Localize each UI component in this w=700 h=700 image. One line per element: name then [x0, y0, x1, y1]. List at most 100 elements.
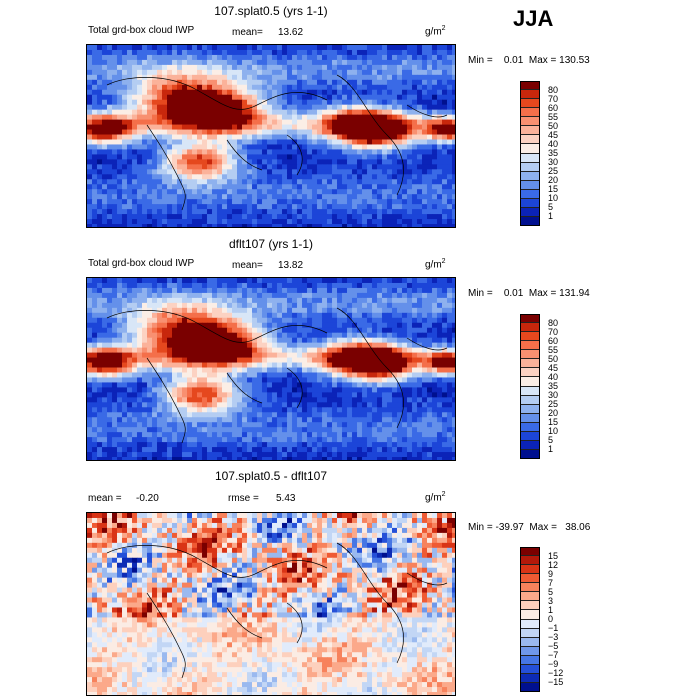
colorbar-tick-label: 3	[548, 595, 554, 606]
colorbar-cell	[520, 610, 540, 620]
colorbar-cell	[520, 619, 540, 629]
mean-label: mean=	[232, 27, 263, 38]
rmse-label: rmse =	[228, 493, 259, 504]
colorbar-tick-label: 40	[548, 371, 559, 382]
unit-text: g/m	[425, 26, 442, 38]
colorbar-cell	[520, 162, 540, 172]
colorbar-cell	[520, 556, 540, 566]
coastline	[106, 307, 448, 444]
colorbar-tick-label: 60	[548, 102, 559, 113]
map-field	[87, 278, 455, 460]
colorbar-tick-label: 20	[548, 175, 559, 186]
panel-model-a: 107.splat0.5 (yrs 1-1) Total grd-box clo…	[0, 0, 700, 233]
colorbar-cell	[520, 395, 540, 405]
colorbar-cell	[520, 153, 540, 163]
colorbar-cell	[520, 108, 540, 118]
field-label: Total grd-box cloud IWP	[88, 258, 195, 269]
colorbar-cell	[520, 628, 540, 638]
mean-value: -0.20	[136, 493, 159, 504]
colorbar-cell	[520, 592, 540, 602]
colorbar-cell	[520, 81, 540, 91]
colorbar-tick-label: 5	[548, 202, 554, 213]
unit-label: g/m2	[425, 491, 446, 503]
colorbar	[520, 314, 540, 459]
colorbar-frame	[520, 547, 540, 692]
colorbar-cell	[520, 574, 540, 584]
colorbar-tick-label: −1	[548, 623, 559, 634]
colorbar-tick-label: 70	[548, 93, 559, 104]
colorbar-tick-label: 80	[548, 84, 559, 95]
colorbar-tick-label: 12	[548, 559, 559, 570]
colorbar-cell	[520, 404, 540, 414]
colorbar-tick-label: 45	[548, 362, 559, 373]
colorbar-cell	[520, 90, 540, 100]
colorbar-tick-label: 80	[548, 317, 559, 328]
colorbar-tick-label: 1	[548, 211, 554, 222]
mean-value: 13.82	[278, 260, 304, 271]
mean-label: mean =	[88, 493, 122, 504]
colorbar-cell	[520, 135, 540, 145]
colorbar-cell	[520, 368, 540, 378]
colorbar-cell	[520, 565, 540, 575]
colorbar-cell	[520, 144, 540, 154]
colorbar-cell	[520, 198, 540, 208]
colorbar-tick-label: 35	[548, 381, 559, 391]
colorbar-frame	[520, 81, 540, 226]
unit-label: g/m2	[425, 25, 446, 37]
panel-title: 107.splat0.5 (yrs 1-1)	[214, 4, 328, 18]
map-plot	[86, 44, 456, 228]
colorbar-tick-label: 55	[548, 111, 559, 122]
colorbar	[520, 547, 540, 692]
colorbar-cell	[520, 332, 540, 342]
colorbar-cell	[520, 207, 540, 217]
colorbar-cell	[520, 547, 540, 557]
colorbar-tick-label: −7	[548, 650, 559, 661]
colorbar-tick-label: 50	[548, 120, 559, 131]
unit-text: g/m	[425, 492, 442, 504]
field-label: Total grd-box cloud IWP	[88, 25, 195, 36]
colorbar-cell	[520, 323, 540, 333]
colorbar-cell	[520, 189, 540, 199]
colorbar-cell	[520, 413, 540, 423]
panel-difference: 107.splat0.5 - dflt107 mean = -0.20 rmse…	[0, 466, 700, 700]
colorbar-tick-label: 70	[548, 326, 559, 337]
map-plot	[86, 512, 456, 696]
colorbar-cell	[520, 440, 540, 450]
colorbar-cell	[520, 180, 540, 190]
colorbar-tick-label: 5	[548, 586, 554, 597]
colorbar-tick-label: 25	[548, 399, 559, 410]
colorbar-cell	[520, 341, 540, 351]
colorbar-cell	[520, 655, 540, 665]
colorbar	[520, 81, 540, 226]
colorbar-cell	[520, 664, 540, 674]
colorbar-tick-label: −9	[548, 659, 559, 670]
unit-label: g/m2	[425, 258, 446, 270]
colorbar-cell	[520, 386, 540, 396]
colorbar-tick-label: 20	[548, 408, 559, 419]
rmse-value: 5.43	[276, 493, 296, 504]
colorbar-tick-label: 1	[548, 604, 554, 615]
colorbar-tick-label: 25	[548, 166, 559, 177]
colorbar-tick-label: 15	[548, 184, 559, 195]
colorbar-cell	[520, 583, 540, 593]
unit-exponent: 2	[441, 258, 446, 265]
mean-label: mean=	[232, 260, 263, 271]
unit-exponent: 2	[441, 25, 446, 32]
colorbar-tick-label: 10	[548, 193, 559, 204]
colorbar-tick-label: 40	[548, 138, 559, 149]
colorbar-tick-label: 45	[548, 129, 559, 140]
colorbar-cell	[520, 637, 540, 647]
min-max-label: Min = -39.97 Max = 38.06	[468, 522, 591, 533]
colorbar-tick-label: 15	[548, 550, 559, 561]
colorbar-tick-label: 1	[548, 444, 554, 455]
colorbar-cell	[520, 126, 540, 136]
colorbar-cell	[520, 673, 540, 683]
map-field	[87, 513, 455, 695]
colorbar-tick-label: −12	[548, 668, 564, 679]
colorbar-cell	[520, 601, 540, 611]
min-max-label: Min = 0.01 Max = 130.53	[468, 55, 590, 66]
coastline	[106, 74, 448, 211]
panel-title: dflt107 (yrs 1-1)	[228, 237, 314, 251]
colorbar-tick-label: 30	[548, 157, 559, 168]
colorbar-tick-label: 9	[548, 568, 554, 579]
